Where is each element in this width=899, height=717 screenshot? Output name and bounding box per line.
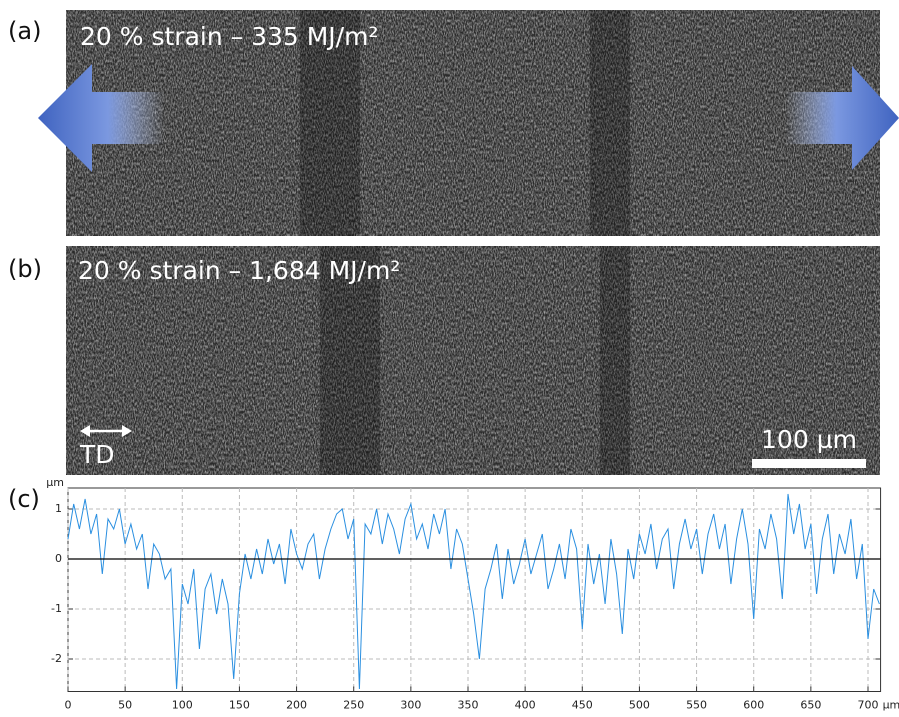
x-tick-label: 650 [800, 699, 821, 712]
x-unit: µm [883, 699, 899, 712]
micrograph-a [66, 10, 880, 236]
strain-arrow-left [38, 64, 165, 172]
panel-caption: 20 % strain – 1,684 MJ/m² [78, 256, 400, 285]
x-tick-label: 700 [858, 699, 879, 712]
panel-caption: 20 % strain – 335 MJ/m² [80, 22, 378, 51]
panel-label: (b) [8, 255, 42, 283]
x-tick-label: 150 [229, 699, 250, 712]
panel-label: (c) [8, 485, 40, 513]
direction-arrow [80, 425, 132, 437]
y-tick-label: -1 [51, 602, 62, 615]
x-tick-label: 500 [629, 699, 650, 712]
x-tick-label: 600 [743, 699, 764, 712]
micrograph-b [66, 246, 880, 475]
profile-chart: -2 -1 0 1 0 50 100 150 200 250 300 350 400 450 500 550 6… [46, 476, 899, 712]
profile-line [67, 493, 880, 690]
y-unit: µm [46, 476, 64, 489]
y-tick-label: -2 [51, 652, 62, 665]
direction-label: TD [79, 440, 115, 469]
x-tick-label: 50 [118, 699, 132, 712]
x-tick-label: 0 [65, 699, 72, 712]
x-tick-label: 450 [572, 699, 593, 712]
strain-arrow-right [785, 66, 899, 170]
x-tick-label: 200 [286, 699, 307, 712]
x-tick-label: 550 [686, 699, 707, 712]
x-tick-label: 300 [400, 699, 421, 712]
scale-bar-label: 100 µm [761, 425, 857, 454]
y-tick-label: 1 [55, 502, 62, 515]
panel-label: (a) [8, 17, 41, 45]
y-tick-label: 0 [55, 552, 62, 565]
x-tick-label: 100 [172, 699, 193, 712]
plot-area [67, 487, 882, 692]
x-tick-label: 400 [515, 699, 536, 712]
x-tick-label: 250 [343, 699, 364, 712]
x-tick-label: 350 [458, 699, 479, 712]
scale-bar [752, 459, 866, 468]
